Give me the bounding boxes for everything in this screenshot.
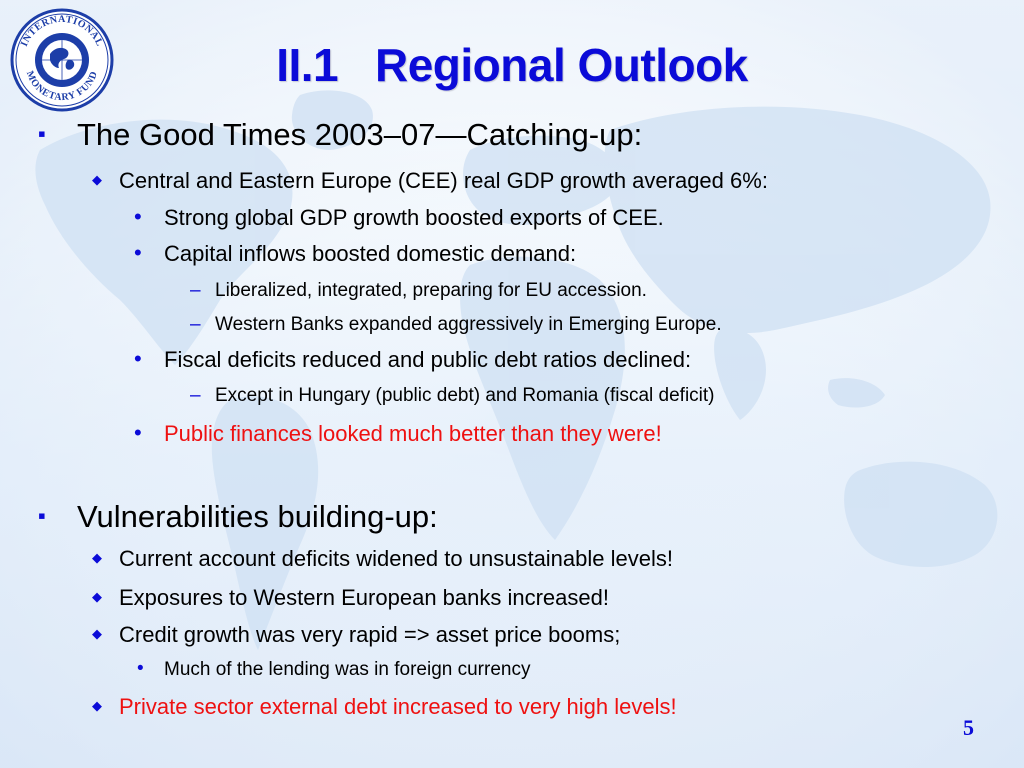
dot-bullet-icon: • — [134, 420, 142, 445]
page-number: 5 — [963, 715, 974, 740]
list-item: Much of the lending was in foreign curre… — [164, 659, 531, 680]
slide-title: II.1 Regional Outlook — [276, 39, 748, 91]
imf-seal-icon: INTERNATIONAL MONETARY FUND — [10, 8, 114, 112]
square-bullet-icon: ▪ — [38, 121, 46, 146]
list-item: Capital inflows boosted domestic demand: — [164, 241, 577, 266]
list-item: Vulnerabilities building-up: — [77, 499, 438, 534]
dot-bullet-icon: • — [134, 240, 142, 265]
dash-bullet-icon: – — [190, 314, 201, 335]
list-item: Credit growth was very rapid => asset pr… — [119, 622, 621, 647]
list-item: Western Banks expanded aggressively in E… — [215, 314, 722, 335]
list-item: Except in Hungary (public debt) and Roma… — [215, 385, 715, 406]
diamond-bullet-icon: ◆ — [92, 626, 102, 641]
list-item-highlight: Public finances looked much better than … — [164, 421, 662, 446]
diamond-bullet-icon: ◆ — [92, 550, 102, 565]
list-item: Exposures to Western European banks incr… — [119, 585, 609, 610]
list-item: The Good Times 2003–07—Catching-up: — [77, 117, 643, 152]
diamond-bullet-icon: ◆ — [92, 698, 102, 713]
dot-bullet-icon: • — [134, 346, 142, 371]
list-item: Current account deficits widened to unsu… — [119, 546, 673, 571]
list-item: Central and Eastern Europe (CEE) real GD… — [119, 168, 768, 193]
list-item-highlight: Private sector external debt increased t… — [119, 694, 677, 719]
square-bullet-icon: ▪ — [38, 503, 46, 528]
list-item: Fiscal deficits reduced and public debt … — [164, 347, 692, 372]
list-item: Liberalized, integrated, preparing for E… — [215, 280, 647, 301]
list-item: Strong global GDP growth boosted exports… — [164, 205, 664, 230]
diamond-bullet-icon: ◆ — [92, 172, 102, 187]
diamond-bullet-icon: ◆ — [92, 589, 102, 604]
dot-bullet-icon: • — [137, 658, 144, 679]
dash-bullet-icon: – — [190, 385, 201, 406]
dot-bullet-icon: • — [134, 204, 142, 229]
dash-bullet-icon: – — [190, 280, 201, 301]
